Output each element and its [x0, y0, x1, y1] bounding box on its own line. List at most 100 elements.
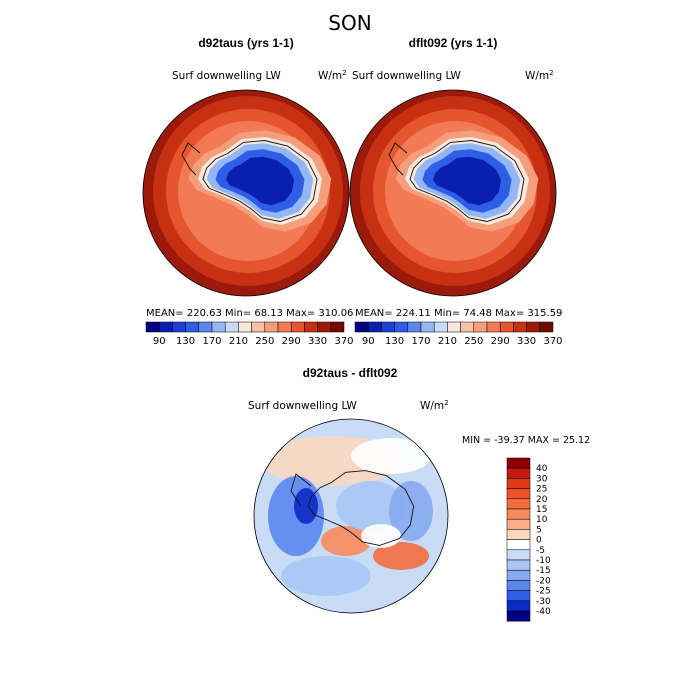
panel-left-title: d92taus (yrs 1-1)	[198, 36, 293, 50]
diff-colorbar-swatch	[506, 610, 531, 622]
diff-patch	[321, 526, 371, 556]
diff-colorbar-tick-label: -25	[536, 587, 551, 597]
colorbar-tick-label: 90	[153, 336, 166, 347]
panel-diff-coastline	[290, 470, 415, 546]
antarctica-coast	[409, 140, 525, 222]
colorbar-tick-label: 250	[464, 336, 483, 347]
peninsula-coast	[181, 142, 201, 176]
panel-diff-map	[254, 419, 448, 613]
panel-left: d92taus (yrs 1-1) Surf downwelling LW W/…	[142, 36, 354, 347]
colorbar-swatch	[277, 321, 292, 333]
colorbar-tick-label: 130	[385, 336, 404, 347]
colorbar-tick-label: 210	[438, 336, 457, 347]
diff-colorbar-tick-label: 20	[536, 495, 548, 505]
diff-colorbar-tick-label: 30	[536, 474, 548, 484]
diff-colorbar-tick-label: 25	[536, 485, 547, 495]
diff-colorbar-tick-label: -20	[536, 576, 551, 586]
colorbar-tick-label: 330	[308, 336, 327, 347]
peninsula-coast	[290, 473, 312, 507]
colorbar-swatch	[526, 321, 541, 333]
colorbar-swatch	[158, 321, 173, 333]
diff-colorbar-swatch	[506, 529, 531, 540]
diff-colorbar-tick-label: 5	[536, 525, 542, 535]
diff-colorbar-tick-label: 15	[536, 505, 547, 515]
colorbar-swatch	[290, 321, 305, 333]
colorbar-tick-label: 90	[362, 336, 375, 347]
diff-colorbar-swatch	[506, 559, 531, 571]
panel-left-map-border	[142, 89, 350, 297]
colorbar-swatch	[198, 321, 213, 333]
panel-right-coastline	[388, 140, 525, 222]
colorbar-swatch	[354, 321, 369, 333]
field-contour-4	[432, 156, 502, 206]
panel-right-units: W/m2	[525, 69, 554, 82]
diff-colorbar-swatch	[506, 569, 531, 581]
panel-right-stats: MEAN= 224.11 Min= 74.48 Max= 315.59	[355, 308, 562, 319]
panel-diff-units: W/m2	[420, 399, 449, 412]
figure-title: SON	[328, 11, 371, 35]
diff-patch	[351, 438, 431, 474]
diff-colorbar-swatch	[506, 600, 531, 612]
panel-diff-map-border	[253, 418, 449, 614]
colorbar-tick-label: 210	[229, 336, 248, 347]
diff-patch	[361, 524, 401, 548]
diff-patch	[389, 481, 433, 541]
diff-patch	[281, 556, 371, 596]
colorbar-swatch	[367, 321, 382, 333]
panel-diff-stats: MIN = -39.37 MAX = 25.12	[462, 435, 590, 446]
colorbar-swatch	[330, 321, 345, 333]
colorbar-swatch	[317, 321, 332, 333]
diff-colorbar-tick-label: -40	[536, 607, 551, 617]
diff-colorbar-tick-label: 0	[536, 536, 542, 546]
diff-patch	[336, 481, 406, 531]
colorbar-swatch	[251, 321, 266, 333]
panel-left-variable: Surf downwelling LW	[172, 70, 281, 82]
colorbar-swatch	[172, 321, 186, 333]
diff-colorbar-swatch	[506, 498, 531, 510]
colorbar-swatch	[513, 321, 527, 333]
colorbar-swatch	[499, 321, 514, 333]
colorbar-tick-label: 130	[176, 336, 195, 347]
diff-colorbar-swatch	[506, 518, 531, 530]
panel-left-colorbar: 90 130 170 210 250 290 330 370	[145, 321, 354, 347]
colorbar-swatch	[304, 321, 318, 333]
colorbar-swatch	[224, 321, 239, 333]
colorbar-swatch	[460, 321, 475, 333]
diff-colorbar-swatch	[506, 580, 531, 591]
colorbar-swatch	[486, 321, 501, 333]
diff-colorbar-tick-label: -5	[536, 546, 545, 556]
diff-colorbar-swatch	[506, 590, 531, 602]
diff-colorbar-swatch	[506, 467, 531, 479]
colorbar-swatch	[238, 321, 252, 333]
diff-colorbar-swatch	[506, 457, 531, 469]
diff-patch	[373, 542, 429, 570]
colorbar-tick-label: 290	[491, 336, 510, 347]
diff-colorbar-swatch	[506, 488, 531, 500]
panel-right-colorbar: 90 130 170 210 250 290 330 370	[354, 321, 563, 347]
diff-patch	[294, 488, 318, 524]
colorbar-tick-label: 370	[334, 336, 353, 347]
panel-right-variable: Surf downwelling LW	[352, 70, 461, 82]
antarctica-coast	[307, 470, 415, 546]
colorbar-swatch	[447, 321, 461, 333]
diff-colorbar-swatch	[506, 478, 531, 489]
diff-colorbar-tick-label: -10	[536, 556, 551, 566]
colorbar-swatch	[145, 321, 160, 333]
colorbar-swatch	[185, 321, 200, 333]
colorbar-swatch	[211, 321, 226, 333]
diff-colorbar-tick-label: 40	[536, 464, 548, 474]
diff-colorbar-tick-label: -15	[536, 566, 551, 576]
colorbar-swatch	[394, 321, 409, 333]
panel-left-stats: MEAN= 220.63 Min= 68.13 Max= 310.06	[146, 308, 353, 319]
diff-colorbar-swatch	[506, 539, 531, 551]
panel-right-map-border	[349, 89, 557, 297]
colorbar-swatch	[420, 321, 435, 333]
colorbar-tick-label: 290	[282, 336, 301, 347]
colorbar-tick-label: 170	[202, 336, 221, 347]
diff-colorbar-swatch	[506, 549, 531, 561]
colorbar-tick-label: 370	[543, 336, 562, 347]
colorbar-swatch	[381, 321, 395, 333]
field-contour-4	[225, 156, 295, 206]
diff-colorbar-tick-label: -30	[536, 597, 551, 607]
